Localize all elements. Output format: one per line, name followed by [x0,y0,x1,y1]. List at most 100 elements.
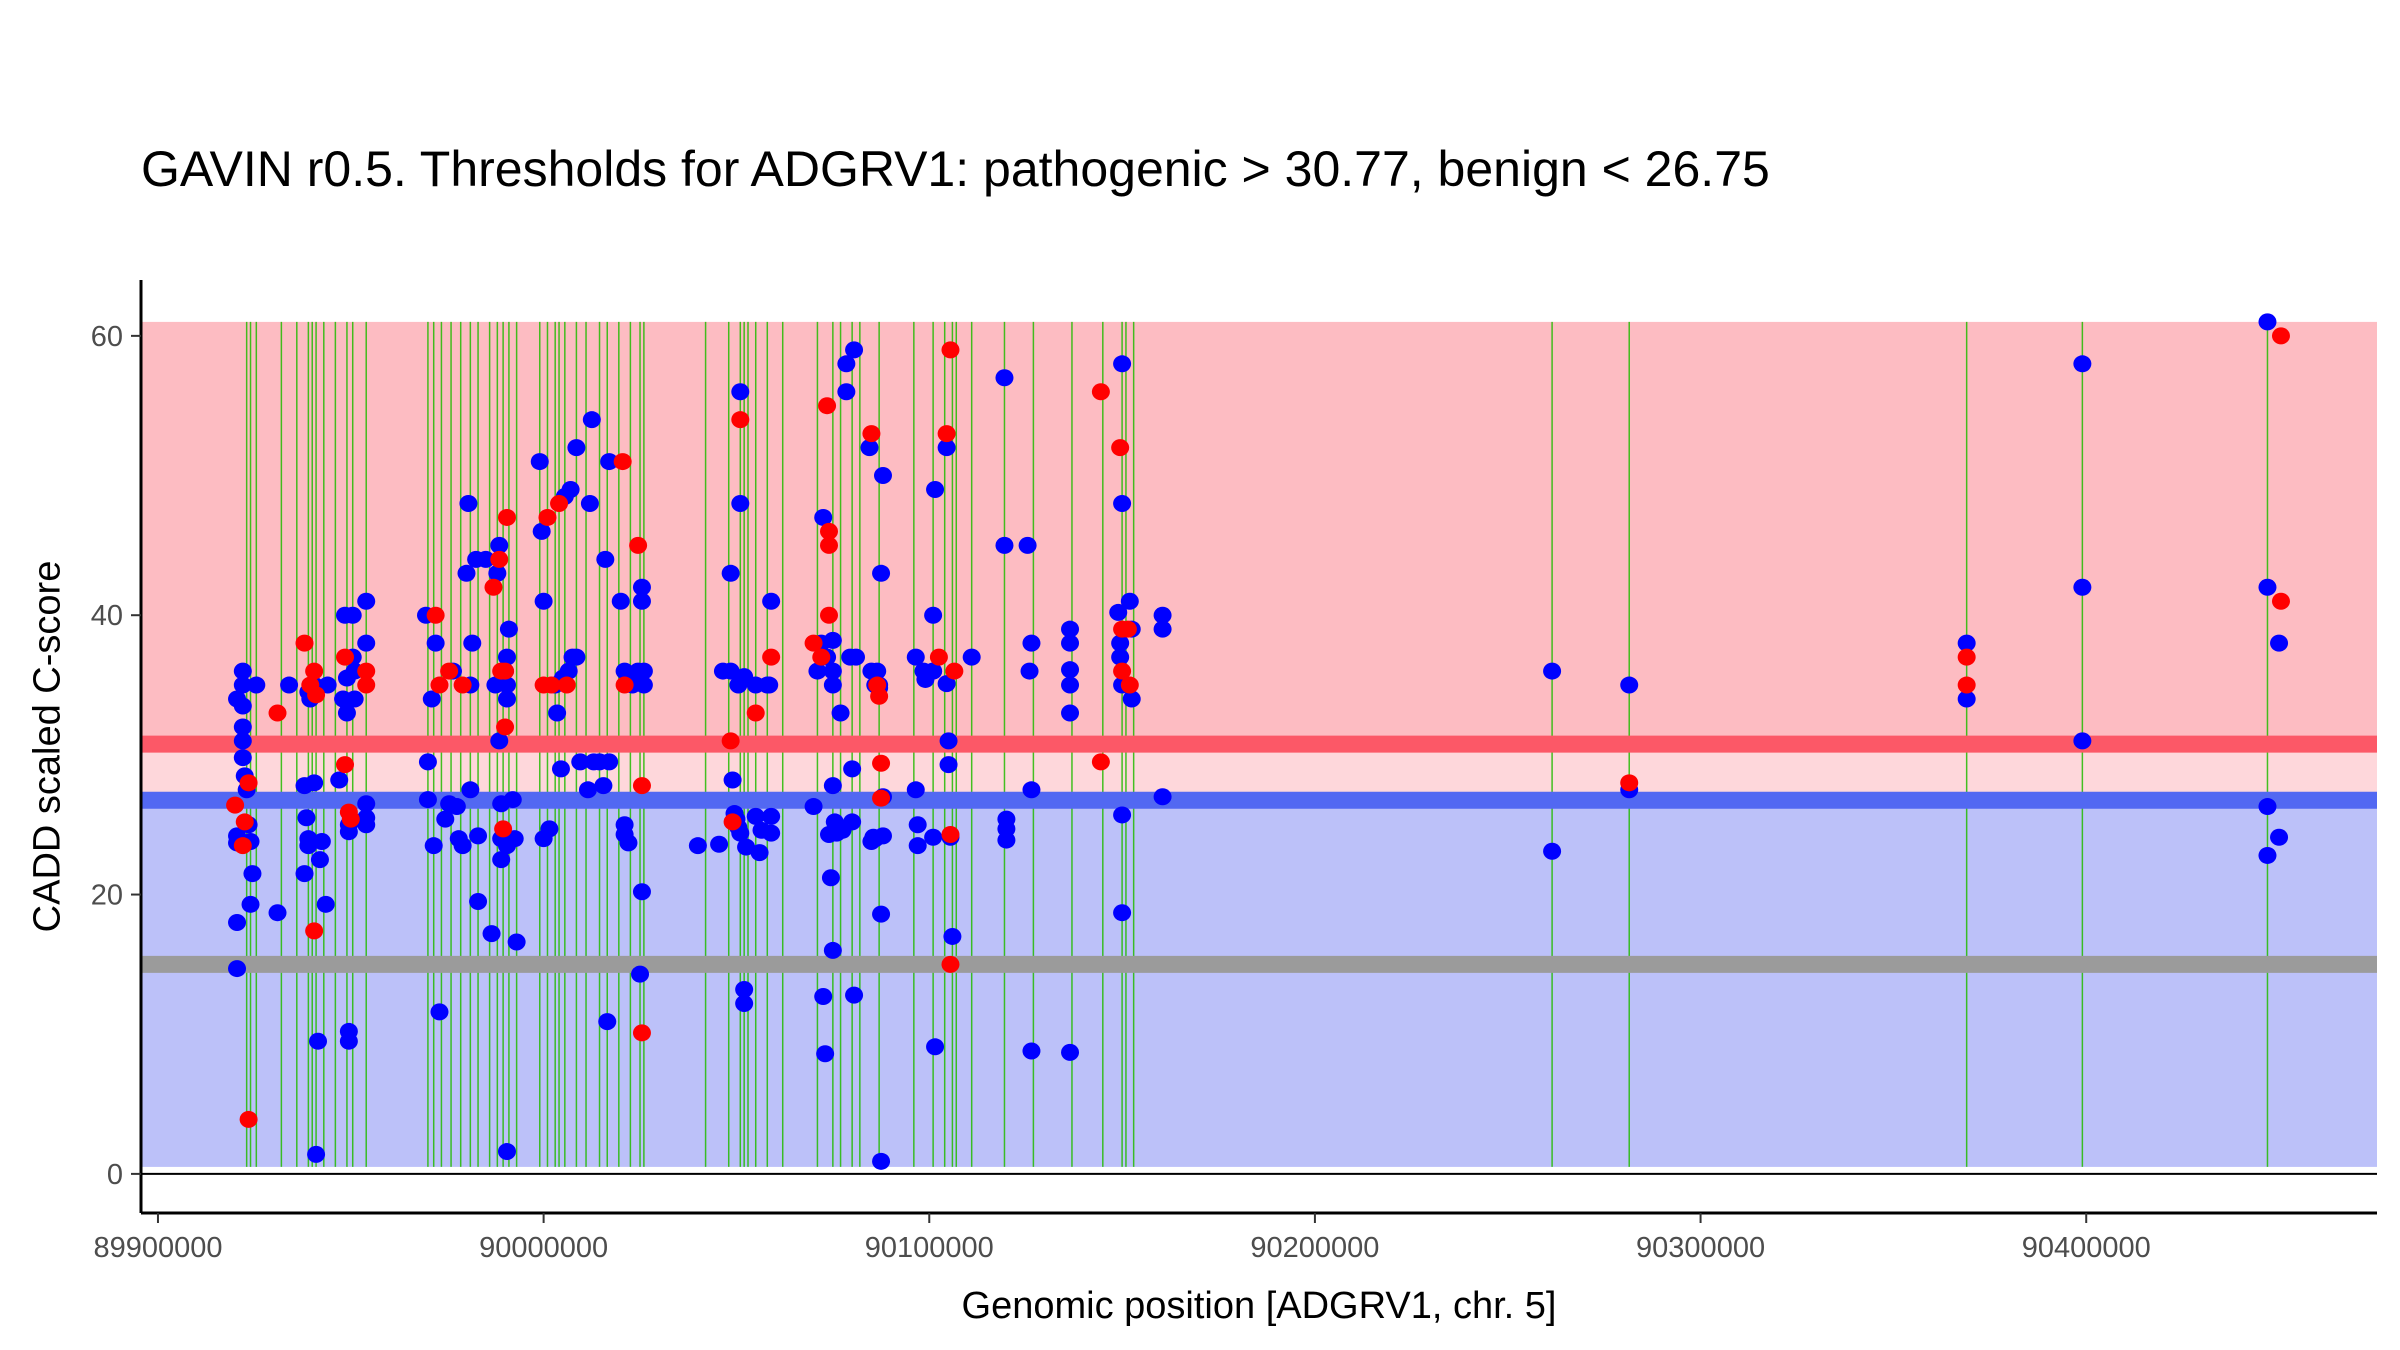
clinvar-point [2271,327,2290,345]
gnomad-point [823,662,842,680]
clinvar-point [1957,676,1976,694]
gnomad-point [845,341,864,359]
clinvar-point [1620,774,1639,792]
clinvar-point [496,662,515,680]
gnomad-point [343,606,362,624]
clinvar-point [497,508,516,526]
gnomad-point [233,732,252,750]
clinvar-point [550,494,569,512]
gnomad-point [1022,1042,1041,1060]
gnomad-point [1543,662,1562,680]
gnomad-point [1153,788,1172,806]
gnomad-point [1020,662,1039,680]
gnomad-point [924,662,943,680]
gnomad-point [459,494,478,512]
gnomad-point [497,648,516,666]
gnomad-point [937,439,956,457]
clinvar-point [862,425,881,443]
gnomad-point [598,1013,617,1031]
gnomad-point [1061,1043,1080,1061]
gnomad-point [823,631,842,649]
gnomad-point [872,905,891,923]
gnomad-point [243,865,262,883]
clinvar-point [307,686,326,704]
title-line-1: GAVIN r0.5. Thresholds for ADGRV1: patho… [141,141,1770,197]
clinvar-point [941,955,960,973]
gnomad-point [814,508,833,526]
gnomad-point [316,895,335,913]
gnomad-point [1113,904,1132,922]
gnomad-point [995,369,1014,387]
gnomad-point [424,837,443,855]
clinvar-point [632,777,651,795]
gnomad-point [760,676,779,694]
gnomad-point [453,837,472,855]
gnomad-point [688,837,707,855]
gnomad-point [1122,690,1141,708]
gnomad-point [873,827,892,845]
gnomad-point [2073,355,2092,373]
gnomad-point [860,439,879,457]
gnomad-point [1061,704,1080,722]
gnomad-point [268,904,287,922]
gap-region [141,744,2377,801]
gnomad-point [837,383,856,401]
gnomad-point [926,1038,945,1056]
gnomad-point [505,830,524,848]
clinvar-point [812,648,831,666]
clinvar-point [305,922,324,940]
gnomad-point [721,564,740,582]
clinvar-point [615,676,634,694]
gnomad-point [600,753,619,771]
gnomad-point [631,965,650,983]
clinvar-point [870,687,889,705]
gnomad-point [721,662,740,680]
clinvar-point [762,648,781,666]
gnomad-point [924,606,943,624]
clinvar-point [440,662,459,680]
gnomad-point [908,837,927,855]
clinvar-point [336,648,355,666]
gnomad-point [310,851,329,869]
gnomad-point [422,690,441,708]
gnomad-point [469,827,488,845]
gnomad-point [1018,536,1037,554]
gnomad-point [1957,690,1976,708]
benign-region [141,800,2377,1167]
clinvar-point [239,774,258,792]
clinvar-point [820,522,838,540]
gnomad-point [418,791,437,809]
gnomad-point [571,753,590,771]
gnomad-point [731,494,750,512]
gnomad-point [619,834,638,852]
gnomad-point [499,620,518,638]
gnomad-point [247,676,266,694]
gnomad-point [567,439,586,457]
gnomad-point [600,453,619,471]
clinvar-point [937,425,956,443]
gnomad-point [497,1143,516,1161]
gnomad-point [1061,620,1080,638]
clinvar-point [820,536,838,554]
gnomad-point [1111,634,1130,652]
x-tick-label: 89900000 [93,1232,222,1264]
pathogenic-region [141,321,2377,745]
gnomad-point [503,791,522,809]
x-axis-title: Genomic position [ADGRV1, chr. 5] [962,1285,1557,1327]
clinvar-point [804,634,823,652]
gnomad-point [814,988,833,1006]
clinvar-point [490,550,509,568]
gnomad-point [463,634,482,652]
gnomad-point [872,564,891,582]
gnomad-point [750,844,769,862]
gnomad-point [1061,634,1080,652]
axes [139,280,2377,1215]
gnomad-point [318,676,337,694]
gnomad-point [1113,806,1132,824]
clinvar-point [941,341,960,359]
gnomad-point [632,883,651,901]
gnomad-point [632,592,651,610]
clinvar-point [629,536,648,554]
x-tick-label: 90000000 [479,1232,608,1264]
